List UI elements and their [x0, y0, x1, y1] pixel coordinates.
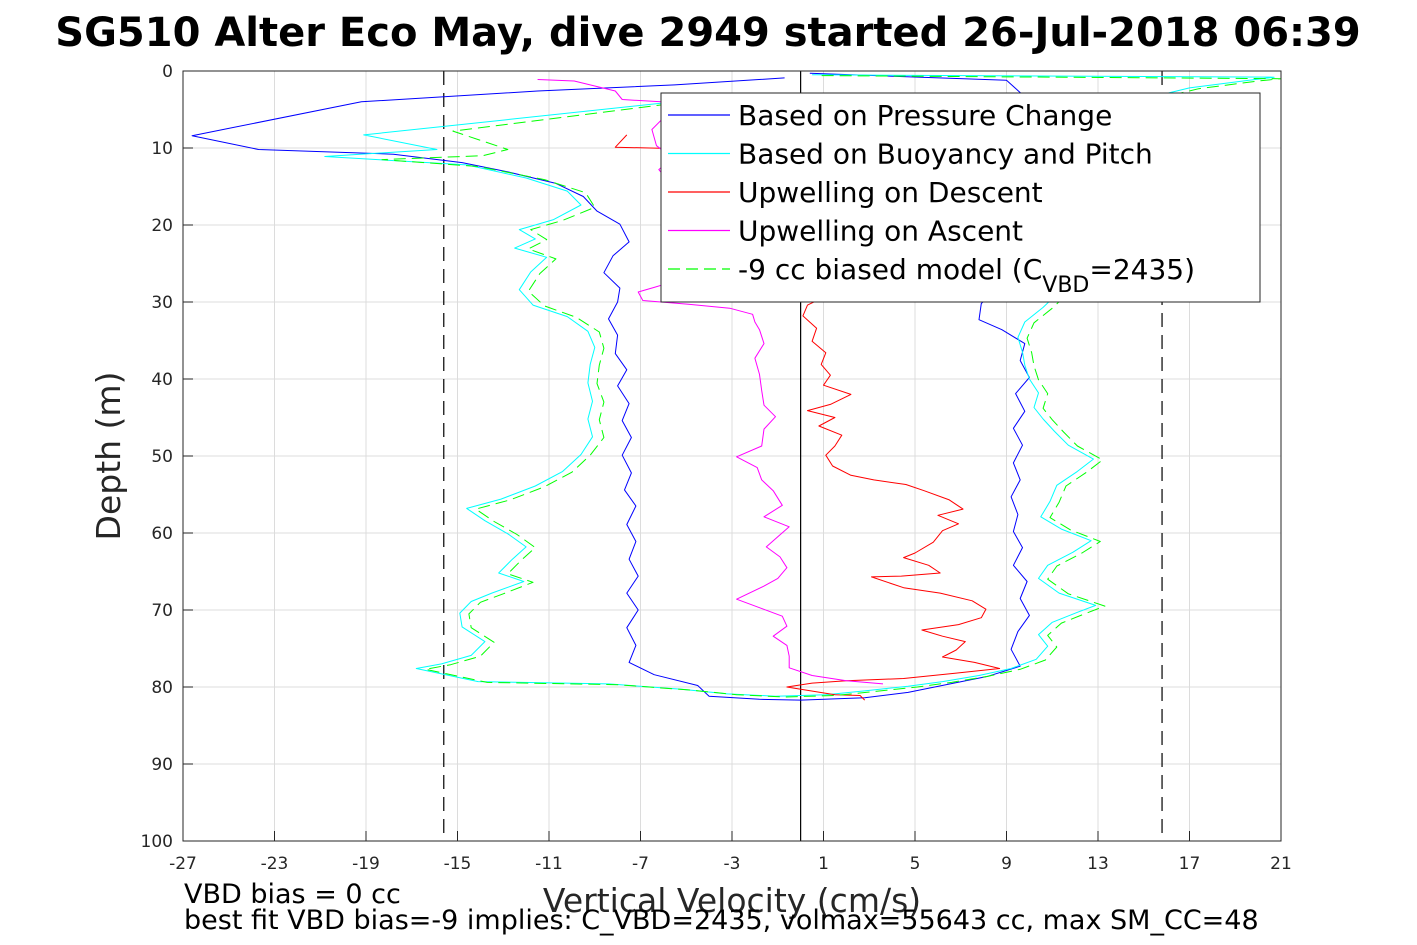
chart-title: SG510 Alter Eco May, dive 2949 started 2…: [55, 10, 1360, 56]
x-axis-label: Vertical Velocity (cm/s): [543, 881, 921, 920]
legend-label-1: Based on Buoyancy and Pitch: [738, 138, 1153, 171]
footer-best-fit: best fit VBD bias=-9 implies: C_VBD=2435…: [184, 905, 1259, 936]
x-tick-labels: -27 -23 -19 -15 -11 -7 -3 1 5 9 13 17 21: [169, 854, 1292, 874]
y-axis-label: Depth (m): [89, 372, 128, 541]
y-tick-labels: 0 10 20 30 40 50 60 70 80 90 100: [141, 62, 173, 852]
x-tick-label: 1: [818, 854, 829, 874]
legend-box: [660, 92, 1261, 303]
x-tick-label: 13: [1087, 854, 1109, 874]
legend-label-2: Upwelling on Descent: [738, 176, 1043, 209]
x-tick-label: -27: [169, 854, 197, 874]
x-tick-label: -7: [632, 854, 649, 874]
x-tick-label: 21: [1270, 854, 1292, 874]
y-tick-label: 0: [162, 62, 173, 82]
y-tick-label: 20: [151, 216, 173, 236]
plot-area-frame: [182, 70, 1282, 842]
x-tick-label: -19: [352, 854, 380, 874]
y-tick-label: 100: [141, 832, 173, 852]
y-tick-label: 10: [151, 139, 173, 159]
y-tick-label: 70: [151, 601, 173, 621]
x-tick-label: 17: [1179, 854, 1201, 874]
x-tick-label: -15: [444, 854, 472, 874]
y-tick-label: 90: [151, 755, 173, 775]
y-tick-label: 60: [151, 524, 173, 544]
footer-vbd-bias: VBD bias = 0 cc: [184, 879, 401, 910]
legend-label-4: -9 cc biased model (CVBD=2435): [738, 253, 1195, 298]
x-tick-label: -3: [724, 854, 741, 874]
legend-label-3: Upwelling on Ascent: [738, 215, 1023, 248]
y-tick-label: 30: [151, 293, 173, 313]
x-tick-label: -23: [261, 854, 289, 874]
y-tick-label: 40: [151, 370, 173, 390]
x-tick-label: 9: [1001, 854, 1012, 874]
y-tick-label: 50: [151, 447, 173, 467]
series-line-0: [191, 72, 1030, 701]
x-tick-label: 5: [910, 854, 921, 874]
x-tick-label: -11: [535, 854, 563, 874]
y-tick-label: 80: [151, 678, 173, 698]
legend: Based on Pressure Change Based on Buoyanc…: [660, 92, 1261, 303]
legend-label-0: Based on Pressure Change: [738, 99, 1112, 132]
